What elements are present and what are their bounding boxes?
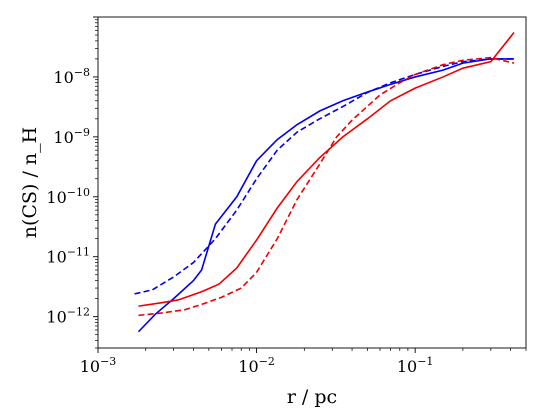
y-tick-label: 10−10 bbox=[46, 186, 90, 207]
y-tick-label: 10−9 bbox=[53, 126, 90, 147]
y-tick-label: 10−12 bbox=[46, 306, 90, 327]
y-axis-label: n(CS) / n_H bbox=[19, 127, 41, 238]
x-tick-label: 10−3 bbox=[80, 355, 117, 376]
x-tick-label: 10−2 bbox=[238, 355, 275, 376]
series-line-3 bbox=[138, 32, 515, 307]
y-axis-title: n(CS) / n_H bbox=[19, 127, 41, 238]
series-layer bbox=[134, 32, 515, 333]
x-axis-title: r / pc bbox=[287, 386, 337, 408]
x-tick-label: 10−1 bbox=[397, 355, 434, 376]
series-line-4 bbox=[138, 56, 515, 317]
x-axis-label: r / pc bbox=[287, 386, 337, 408]
ticks-layer: 10−3 10−2 10−1 10−12 10−11 10−10 10−9 10−8 bbox=[46, 16, 527, 376]
y-tick-label: 10−8 bbox=[53, 66, 90, 87]
series-line-1 bbox=[137, 58, 514, 333]
y-tick-label: 10−11 bbox=[46, 246, 90, 267]
plot-frame bbox=[97, 16, 527, 349]
series-line-2 bbox=[134, 58, 514, 295]
